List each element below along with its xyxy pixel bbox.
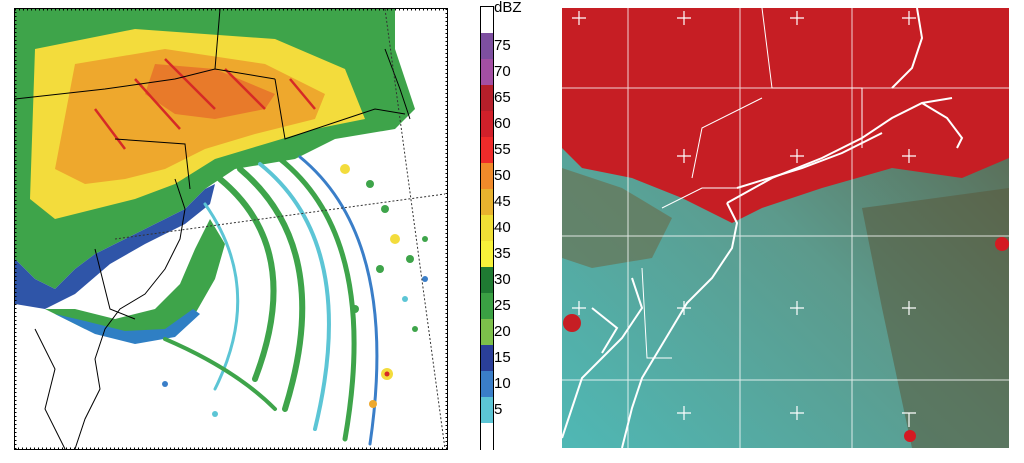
colorbar-segment: [481, 293, 493, 320]
colorbar-tick-label: 55: [494, 141, 511, 158]
colorbar-tick-label: 40: [494, 219, 511, 236]
colorbar-tick-label: 25: [494, 297, 511, 314]
colorbar-tick-label: 10: [494, 375, 511, 392]
colorbar-segment: [481, 59, 493, 86]
dbz-colorbar: [480, 6, 494, 450]
colorbar-tick-label: 20: [494, 323, 511, 340]
colorbar-segment: [481, 85, 493, 112]
colorbar-tick-label: 65: [494, 89, 511, 106]
colorbar-tick-label: 35: [494, 245, 511, 262]
colorbar-segment: [481, 423, 493, 450]
colorbar-tick-label: 15: [494, 349, 511, 366]
colorbar-unit-label: dBZ: [494, 0, 522, 16]
colorbar-segment: [481, 163, 493, 190]
colorbar-segment: [481, 33, 493, 60]
satellite-composite-map: [562, 8, 1009, 448]
satellite-map-graphic: [562, 8, 1009, 448]
colorbar-segment: [481, 137, 493, 164]
radar-map-graphic: [15, 9, 447, 449]
colorbar-segment: [481, 189, 493, 216]
colorbar-tick-label: 75: [494, 37, 511, 54]
colorbar-segment: [481, 267, 493, 294]
colorbar-segment: [481, 319, 493, 346]
colorbar-segment: [481, 397, 493, 424]
colorbar-segment: [481, 241, 493, 268]
colorbar-tick-label: 60: [494, 115, 511, 132]
colorbar-segment: [481, 371, 493, 398]
colorbar-tick-label: 30: [494, 271, 511, 288]
colorbar-segment: [481, 7, 493, 34]
colorbar-segment: [481, 345, 493, 372]
colorbar-tick-label: 50: [494, 167, 511, 184]
colorbar-segment: [481, 215, 493, 242]
radar-reflectivity-map: [14, 8, 448, 450]
colorbar-tick-label: 5: [494, 401, 503, 418]
colorbar-segment: [481, 111, 493, 138]
colorbar-tick-label: 45: [494, 193, 511, 210]
colorbar-tick-label: 70: [494, 63, 511, 80]
